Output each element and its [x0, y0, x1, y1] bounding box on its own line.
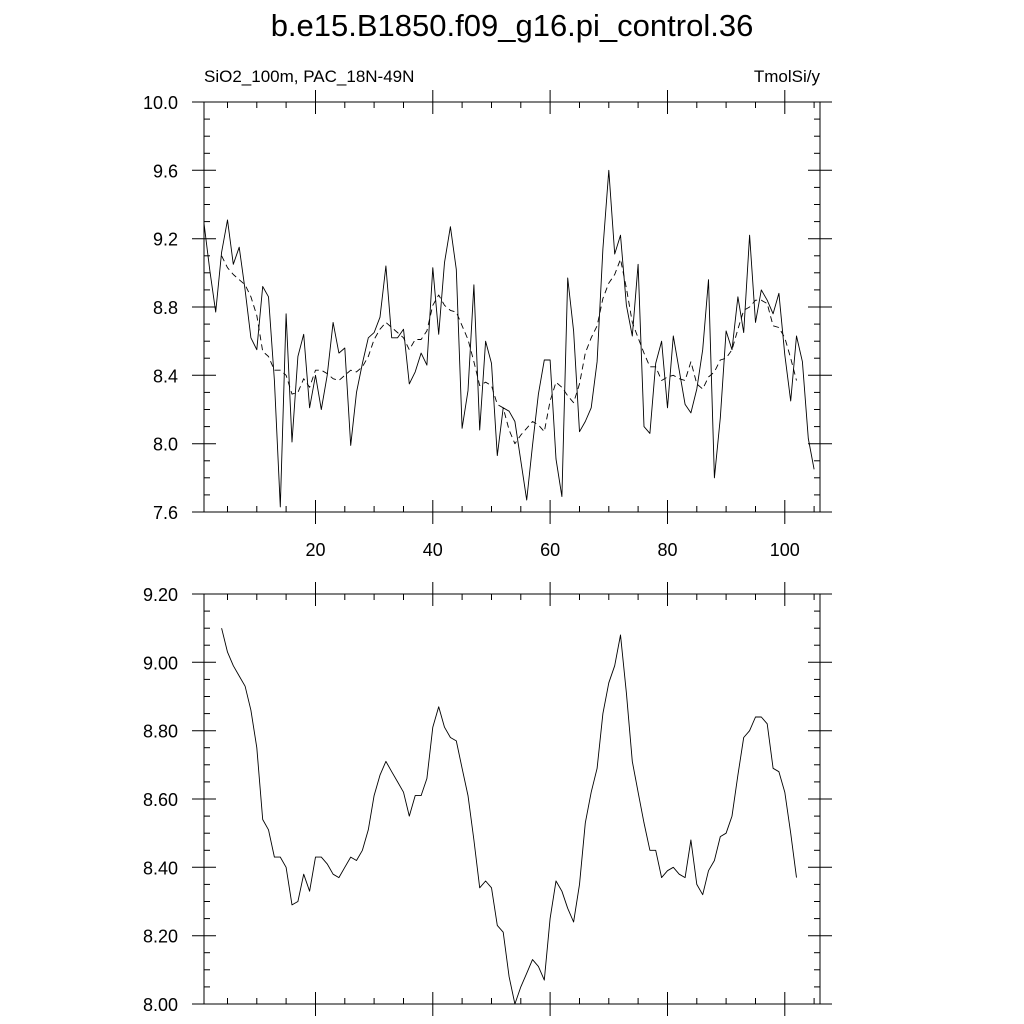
bottom-y-tick-label-8.2: 8.20 [143, 927, 178, 947]
bottom-panel-frame [203, 593, 821, 1005]
bottom-y-tick-label-9: 9.00 [143, 653, 178, 673]
top-y-tick-label-8.4: 8.4 [153, 366, 178, 386]
bottom-y-tick-label-9.2: 9.20 [143, 585, 178, 605]
bottom-y-tick-label-8.6: 8.60 [143, 790, 178, 810]
top-y-tick-label-7.6: 7.6 [153, 503, 178, 523]
top-y-tick-label-8.8: 8.8 [153, 298, 178, 318]
top-y-tick-label-10: 10.0 [143, 93, 178, 113]
top-panel-frame [203, 101, 821, 513]
bottom-y-tick-label-8: 8.00 [143, 995, 178, 1015]
chart-title: b.e15.B1850.f09_g16.pi_control.36 [271, 8, 754, 43]
top-x-tick-label-40: 40 [423, 540, 443, 560]
top-series-dashed-line [221, 255, 797, 445]
top-x-tick-label-80: 80 [657, 540, 677, 560]
top-panel-ticks: 20 40 60 80 100 7.6 8.0 8.4 8.8 9.2 9.6 10.0 [143, 90, 832, 560]
top-y-tick-label-9.6: 9.6 [153, 161, 178, 181]
top-panel: SiO2_100m, PAC_18N-49N TmolSi/y 20 40 60 80… [143, 67, 832, 560]
bottom-panel-ticks: 8.00 8.20 8.40 8.60 8.80 9.00 9.20 [143, 582, 832, 1016]
bottom-series-solid-line [221, 628, 797, 1005]
bottom-panel: 8.00 8.20 8.40 8.60 8.80 9.00 9.20 [143, 582, 832, 1016]
top-series-solid-line [203, 169, 815, 508]
bottom-y-tick-label-8.4: 8.40 [143, 858, 178, 878]
bottom-panel-lines [221, 628, 797, 1005]
top-panel-right-label: TmolSi/y [754, 67, 821, 86]
top-panel-lines [203, 169, 815, 508]
top-x-tick-label-20: 20 [305, 540, 325, 560]
top-x-tick-label-100: 100 [770, 540, 800, 560]
top-y-tick-label-9.2: 9.2 [153, 230, 178, 250]
bottom-y-tick-label-8.8: 8.80 [143, 722, 178, 742]
top-y-tick-label-8: 8.0 [153, 435, 178, 455]
top-x-tick-label-60: 60 [540, 540, 560, 560]
top-panel-left-label: SiO2_100m, PAC_18N-49N [204, 67, 414, 86]
